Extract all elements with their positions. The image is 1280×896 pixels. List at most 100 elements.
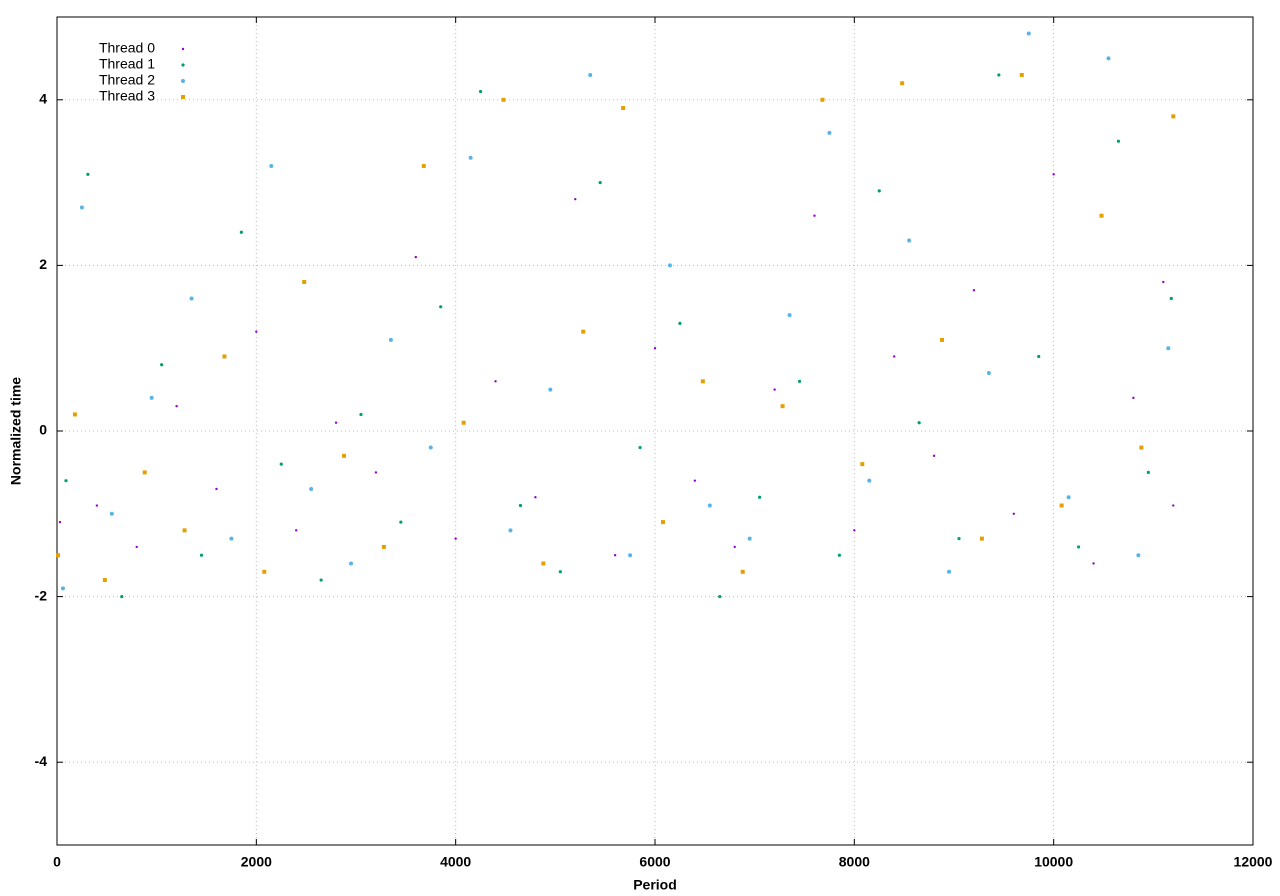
point	[501, 97, 506, 102]
legend-marker	[181, 79, 185, 83]
point	[678, 321, 682, 325]
point	[1116, 139, 1121, 143]
point	[109, 511, 114, 516]
point	[907, 238, 912, 243]
point	[518, 503, 523, 508]
point	[1066, 495, 1071, 500]
point	[740, 569, 745, 574]
legend-label: Thread 2	[99, 72, 155, 88]
point	[940, 337, 945, 342]
point	[1136, 553, 1141, 558]
point	[1171, 114, 1176, 119]
point	[900, 81, 905, 86]
point	[1019, 72, 1024, 77]
point	[638, 445, 642, 450]
point	[428, 445, 433, 450]
point	[667, 263, 672, 268]
y-tick-label: -2	[35, 587, 48, 603]
point	[388, 337, 393, 342]
point	[468, 155, 473, 160]
point	[175, 404, 178, 408]
legend-label: Thread 0	[99, 40, 155, 56]
point	[72, 412, 77, 417]
y-axis-label: Normalized time	[8, 377, 24, 485]
point	[229, 536, 234, 541]
x-tick-label: 0	[53, 854, 61, 870]
y-tick-label: 2	[39, 256, 47, 272]
point	[374, 471, 378, 474]
plot-frame	[56, 16, 1254, 846]
point	[334, 421, 338, 424]
point	[718, 595, 722, 599]
legend-marker	[181, 47, 185, 51]
y-tick-label: 0	[39, 422, 47, 438]
point	[279, 462, 283, 466]
point	[135, 545, 138, 549]
point	[733, 545, 736, 549]
point	[86, 172, 90, 176]
point	[621, 106, 626, 111]
point	[1132, 396, 1135, 400]
point	[972, 289, 976, 292]
point	[309, 486, 314, 491]
point	[239, 230, 243, 234]
point	[1092, 562, 1095, 565]
point	[693, 479, 697, 482]
point	[58, 520, 62, 524]
point	[758, 495, 762, 499]
point	[1099, 213, 1104, 218]
point	[997, 73, 1001, 77]
point	[1106, 56, 1111, 61]
point	[653, 347, 657, 350]
point	[877, 189, 881, 193]
point	[893, 355, 896, 358]
point	[986, 371, 991, 376]
x-tick-label: 8000	[839, 854, 870, 870]
point	[255, 330, 258, 333]
point	[1012, 512, 1015, 515]
x-tick-label: 4000	[440, 854, 471, 870]
point	[295, 529, 298, 532]
point	[494, 380, 497, 383]
point	[142, 470, 147, 475]
point	[149, 395, 154, 400]
point	[95, 504, 99, 507]
point	[867, 478, 872, 483]
point	[1076, 545, 1081, 549]
legend-label: Thread 1	[99, 56, 155, 72]
point	[1169, 296, 1173, 301]
point	[917, 421, 921, 425]
point	[342, 453, 347, 458]
point	[1059, 503, 1064, 508]
point	[215, 487, 218, 491]
point	[628, 553, 633, 558]
x-tick-label: 2000	[241, 854, 272, 870]
point	[269, 164, 274, 169]
legend-label: Thread 3	[99, 88, 155, 104]
point	[947, 569, 952, 574]
x-axis-label: Period	[633, 877, 677, 893]
point	[478, 89, 483, 94]
point	[349, 561, 354, 566]
legend-marker	[181, 95, 185, 99]
point	[820, 97, 825, 102]
point	[581, 329, 586, 334]
point	[598, 181, 602, 185]
point	[747, 536, 752, 541]
point	[700, 379, 705, 384]
point	[60, 586, 65, 591]
point	[1172, 504, 1175, 507]
legend-marker	[181, 63, 185, 67]
point	[102, 578, 107, 583]
point	[1139, 445, 1144, 450]
point	[534, 496, 537, 499]
point	[558, 570, 562, 574]
point	[439, 305, 443, 309]
point	[319, 578, 323, 582]
point	[957, 537, 961, 541]
point	[64, 479, 68, 483]
point	[1052, 173, 1055, 176]
point	[79, 205, 84, 210]
point	[381, 544, 386, 549]
point	[262, 569, 267, 574]
